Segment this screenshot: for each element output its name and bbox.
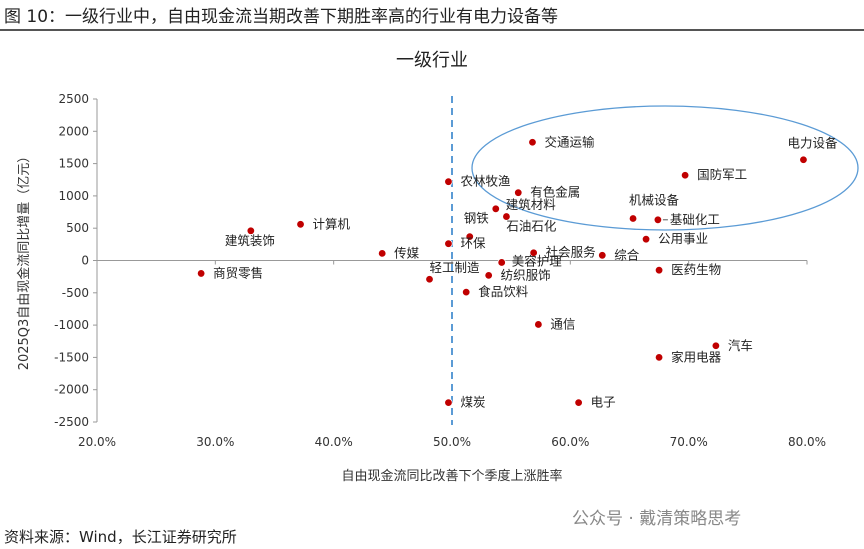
point-label: 石油石化 — [506, 219, 557, 234]
data-point — [534, 320, 543, 329]
y-tick-label: 2500 — [58, 92, 89, 106]
data-point — [514, 188, 523, 197]
data-point — [680, 171, 690, 180]
point-label: 传媒 — [394, 245, 420, 260]
y-tick-label: 0 — [81, 254, 89, 268]
x-tick-label: 50.0% — [433, 435, 471, 449]
point-label: 社会服务 — [546, 245, 596, 260]
chart-title: 一级行业 — [396, 50, 468, 71]
data-point — [574, 398, 583, 407]
point-label: 公用事业 — [658, 231, 708, 246]
title-divider — [0, 29, 864, 31]
data-point — [484, 271, 493, 280]
point-label: 建筑材料 — [506, 197, 557, 212]
point-label: 轻工制造 — [430, 260, 481, 275]
x-tick-label: 30.0% — [196, 435, 234, 449]
data-point — [246, 226, 256, 235]
x-tick-label: 40.0% — [315, 435, 353, 449]
x-axis-label: 自由现金流同比改善下个季度上涨胜率 — [341, 468, 562, 484]
point-label: 商贸零售 — [213, 265, 263, 280]
point-label: 医药生物 — [671, 262, 721, 277]
data-point — [444, 239, 453, 248]
y-tick-label: 1500 — [58, 157, 89, 171]
point-label: 电子 — [591, 395, 616, 410]
highlight-ellipse — [471, 105, 859, 231]
y-tick-label: -1000 — [54, 318, 89, 332]
data-point — [502, 212, 511, 221]
point-label: 纺织服饰 — [501, 267, 551, 282]
x-tick-label: 70.0% — [670, 435, 708, 449]
x-tick-label: 80.0% — [788, 435, 826, 449]
y-tick-label: 500 — [66, 221, 89, 235]
data-point — [497, 258, 506, 267]
point-label: 国防军工 — [697, 167, 747, 182]
figure-title: 图 10：一级行业中，自由现金流当期改善下期胜率高的行业有电力设备等 — [4, 7, 559, 27]
data-point — [654, 353, 664, 362]
data-point — [711, 341, 721, 350]
x-tick-label: 60.0% — [551, 435, 589, 449]
y-tick-label: 2000 — [58, 124, 89, 138]
data-point — [799, 155, 808, 164]
point-label: 家用电器 — [671, 349, 722, 364]
point-label: 食品饮料 — [478, 284, 529, 299]
y-tick-label: -2000 — [54, 383, 89, 397]
y-axis-label: 2025Q3自由现金流同比增量（亿元） — [16, 150, 32, 371]
point-label: 美容护理 — [512, 253, 563, 268]
point-label: 电力设备 — [787, 136, 838, 151]
point-label: 交通运输 — [544, 134, 595, 149]
data-point — [628, 214, 638, 223]
data-point — [654, 265, 664, 275]
data-point — [653, 215, 663, 225]
point-label: 建筑装饰 — [225, 233, 275, 248]
data-point — [529, 248, 538, 257]
data-point — [425, 275, 434, 284]
data-point — [444, 177, 453, 186]
y-tick-label: -2500 — [54, 415, 89, 429]
point-label: 有色金属 — [530, 185, 580, 200]
data-point — [296, 220, 305, 229]
point-label: 农林牧渔 — [460, 174, 510, 189]
data-point — [444, 398, 453, 407]
y-tick-label: 1000 — [58, 189, 89, 203]
point-label: 汽车 — [728, 338, 753, 353]
data-point — [641, 234, 651, 244]
point-label: 钢铁 — [464, 211, 490, 226]
point-label: 通信 — [550, 316, 575, 331]
data-point — [528, 138, 537, 147]
data-point — [196, 269, 206, 278]
point-label: 计算机 — [313, 216, 351, 231]
watermark: 公众号 · 戴清策略思考 — [572, 509, 742, 529]
data-point — [462, 287, 471, 297]
data-point — [377, 249, 387, 258]
x-tick-label: 20.0% — [78, 435, 116, 449]
point-label: 基础化工 — [670, 212, 720, 227]
y-tick-label: -500 — [62, 286, 89, 300]
data-point — [598, 251, 607, 260]
point-label: 环保 — [460, 236, 486, 251]
point-label: 机械设备 — [629, 193, 680, 208]
point-label: 综合 — [614, 247, 640, 262]
data-point — [491, 204, 500, 214]
source-note: 资料来源：Wind，长江证券研究所 — [4, 528, 237, 546]
point-label: 煤炭 — [460, 395, 485, 410]
data-point — [465, 232, 474, 241]
y-tick-label: -1500 — [54, 350, 89, 364]
